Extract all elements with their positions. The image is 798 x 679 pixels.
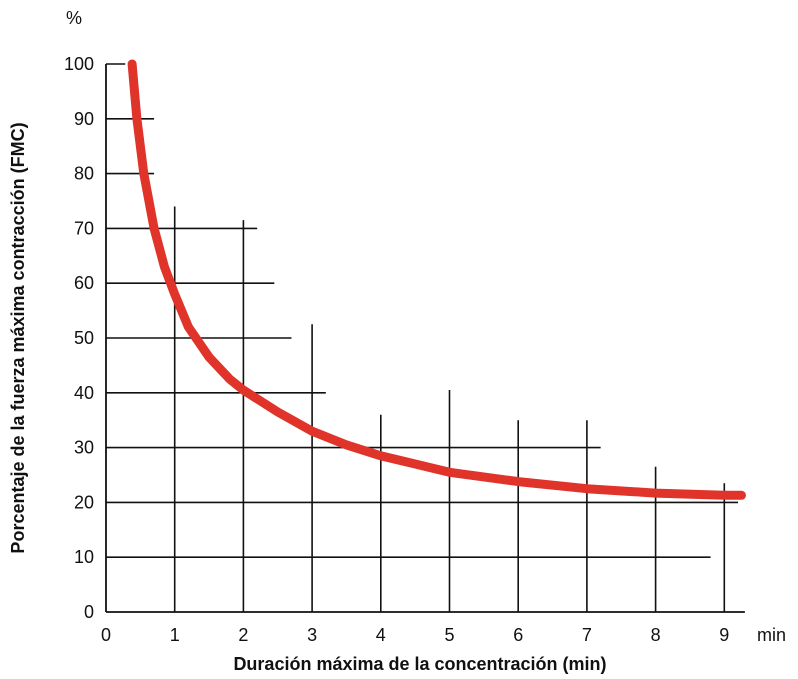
y-axis-title: Porcentaje de la fuerza máxima contracci… [8,122,28,553]
x-tick-label: 4 [376,625,386,645]
x-tick-label: 5 [444,625,454,645]
y-tick-label: 20 [74,492,94,512]
x-unit-label: min [757,625,786,645]
x-tick-label: 1 [170,625,180,645]
axes [105,63,745,613]
x-tick-label: 6 [513,625,523,645]
y-tick-label: 30 [74,438,94,458]
y-tick-label: 0 [84,602,94,622]
y-tick-label: 90 [74,109,94,129]
y-tick-label: 40 [74,383,94,403]
y-tick-label: 70 [74,218,94,238]
y-tick-label: 100 [64,54,94,74]
x-tick-label: 3 [307,625,317,645]
fatigue-curve [127,59,746,500]
y-tick-label: 80 [74,164,94,184]
y-tick-label: 50 [74,328,94,348]
y-tick-label: 10 [74,547,94,567]
y-tick-label: 60 [74,273,94,293]
x-tick-label: 2 [238,625,248,645]
series [127,59,746,500]
x-tick-label: 8 [651,625,661,645]
grid [106,118,739,612]
x-tick-label: 7 [582,625,592,645]
y-unit-label: % [66,8,82,28]
x-axis-title: Duración máxima de la concentración (min… [233,654,606,674]
x-tick-label: 0 [101,625,111,645]
x-tick-label: 9 [719,625,729,645]
